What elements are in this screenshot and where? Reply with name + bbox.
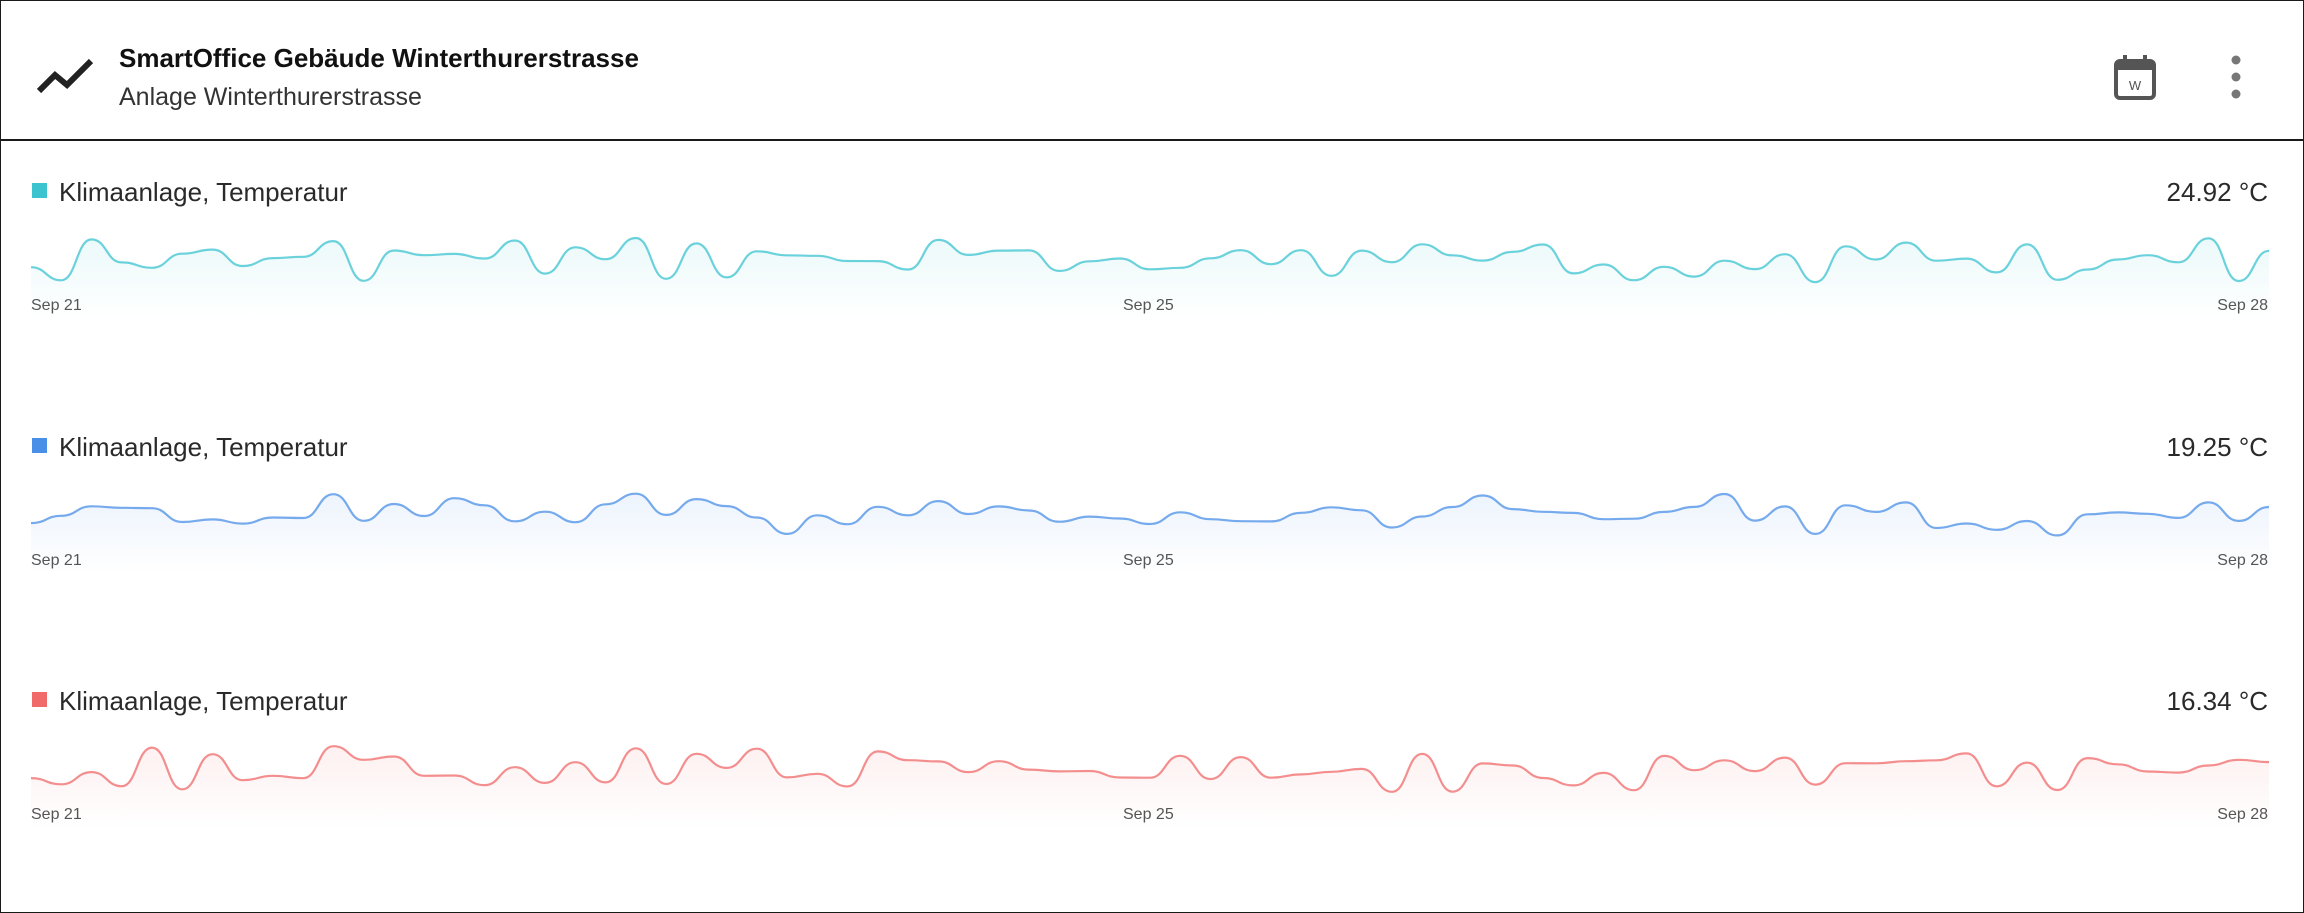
legend-label: Klimaanlage, Temperatur	[59, 177, 348, 207]
x-tick-label: Sep 21	[31, 297, 82, 314]
legend-label: Klimaanlage, Temperatur	[59, 686, 348, 716]
legend-swatch	[32, 692, 47, 707]
chart-panel-1: Klimaanlage, Temperatur 24.92 °C Sep 21 …	[1, 145, 2303, 399]
trending-line-icon	[36, 58, 94, 94]
sparkline-chart	[31, 745, 2269, 828]
legend-swatch	[32, 183, 47, 198]
x-tick-label: Sep 25	[1123, 552, 1174, 569]
series-line	[31, 492, 2269, 537]
x-tick-label: Sep 25	[1123, 806, 1174, 823]
series-line	[31, 236, 2269, 284]
legend-label: Klimaanlage, Temperatur	[59, 432, 348, 462]
x-tick-label: Sep 28	[2217, 552, 2268, 569]
chart-panel-2: Klimaanlage, Temperatur 19.25 °C Sep 21 …	[1, 400, 2303, 654]
calendar-icon[interactable]: W	[2113, 53, 2157, 101]
x-tick-label: Sep 21	[31, 552, 82, 569]
sparkline-chart	[31, 236, 2269, 319]
card-title: SmartOffice Gebäude Winterthurerstrasse	[119, 43, 639, 73]
current-value: 19.25 °C	[2166, 432, 2268, 462]
x-tick-label: Sep 28	[2217, 297, 2268, 314]
x-tick-label: Sep 28	[2217, 806, 2268, 823]
more-vert-icon[interactable]	[2219, 51, 2253, 103]
sparkline-chart	[31, 492, 2269, 574]
card-header: SmartOffice Gebäude Winterthurerstrasse …	[1, 1, 2303, 141]
x-tick-label: Sep 25	[1123, 297, 1174, 314]
chart-panel-3: Klimaanlage, Temperatur 16.34 °C Sep 21 …	[1, 654, 2303, 908]
series-area	[31, 238, 2269, 319]
x-tick-label: Sep 21	[31, 806, 82, 823]
calendar-week-label: W	[2129, 78, 2142, 93]
card-subtitle: Anlage Winterthurerstrasse	[119, 83, 422, 111]
current-value: 24.92 °C	[2166, 177, 2268, 207]
legend-swatch	[32, 438, 47, 453]
series-area	[31, 746, 2269, 828]
current-value: 16.34 °C	[2166, 686, 2268, 716]
series-line	[31, 745, 2269, 793]
